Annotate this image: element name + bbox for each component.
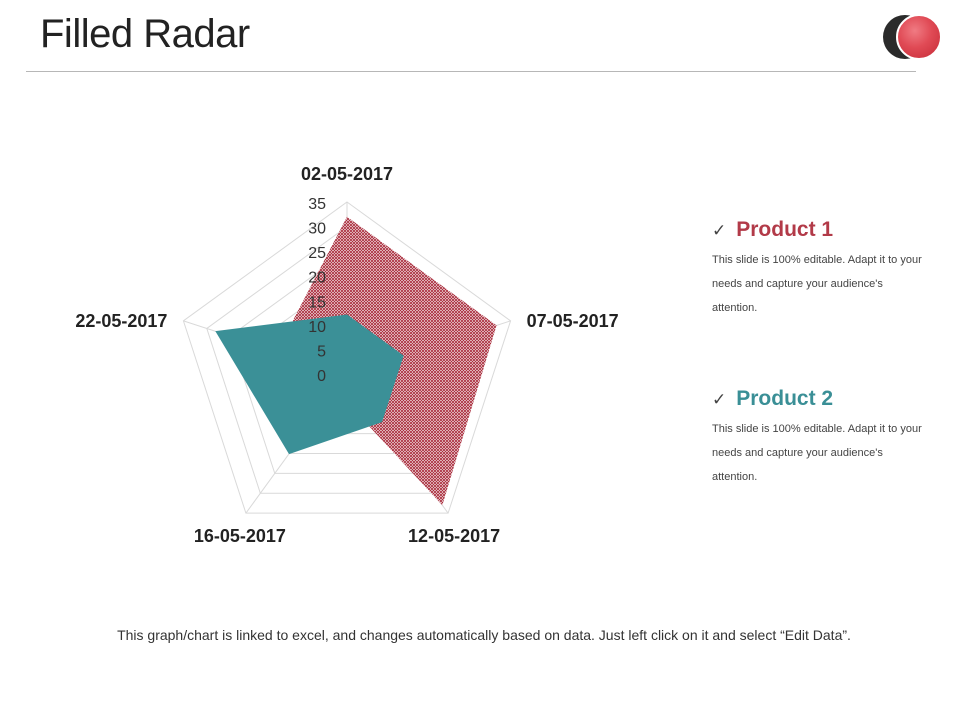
checkmark-icon: ✓ bbox=[712, 390, 727, 409]
slide-title: Filled Radar bbox=[40, 12, 250, 56]
legend-heading-product-1: ✓ Product 1 bbox=[712, 216, 932, 244]
radial-tick-label: 0 bbox=[317, 368, 326, 385]
category-label: 16-05-2017 bbox=[194, 526, 286, 546]
series-area-product-2 bbox=[215, 314, 404, 455]
red-circle-icon bbox=[896, 14, 942, 60]
radial-tick-label: 15 bbox=[308, 294, 326, 311]
legend-product-2: ✓ Product 2 This slide is 100% editable. … bbox=[712, 385, 932, 489]
legend-product-1: ✓ Product 1 This slide is 100% editable. … bbox=[712, 216, 932, 320]
radial-tick-label: 25 bbox=[308, 245, 326, 262]
category-label: 22-05-2017 bbox=[75, 311, 167, 331]
checkmark-icon: ✓ bbox=[712, 221, 727, 240]
footer-note: This graph/chart is linked to excel, and… bbox=[117, 627, 851, 643]
legend-label-product-2: Product 2 bbox=[736, 387, 834, 410]
radial-tick-label: 10 bbox=[308, 319, 326, 336]
category-label: 12-05-2017 bbox=[408, 526, 500, 546]
radial-tick-label: 20 bbox=[308, 270, 326, 287]
radial-tick-label: 35 bbox=[308, 196, 326, 213]
radial-tick-label: 30 bbox=[308, 221, 326, 238]
legend-description-product-1: This slide is 100% editable. Adapt it to… bbox=[712, 254, 922, 314]
category-label: 07-05-2017 bbox=[527, 311, 619, 331]
legend-description-product-2: This slide is 100% editable. Adapt it to… bbox=[712, 423, 922, 483]
title-divider bbox=[26, 71, 916, 72]
legend-label-product-1: Product 1 bbox=[736, 218, 834, 241]
logo-circles-icon bbox=[880, 14, 950, 64]
legend-heading-product-2: ✓ Product 2 bbox=[712, 385, 932, 413]
category-label: 02-05-2017 bbox=[301, 164, 393, 184]
radial-tick-label: 5 bbox=[317, 343, 326, 360]
grid-ring bbox=[182, 201, 512, 514]
